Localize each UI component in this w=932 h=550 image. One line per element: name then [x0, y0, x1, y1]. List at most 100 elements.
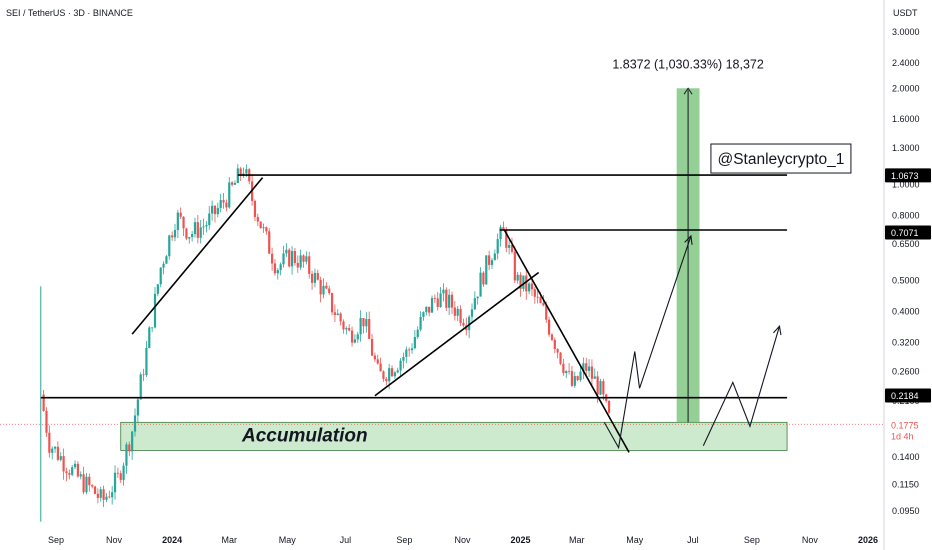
candle-body: [456, 308, 459, 316]
candle-body: [422, 312, 425, 317]
candle-body: [288, 249, 291, 267]
candle-body: [239, 168, 242, 176]
candle-body: [273, 263, 277, 274]
candle-body: [265, 227, 268, 232]
support-trendline-2024: [131, 177, 264, 335]
y-tick-label: 1.3000: [892, 143, 920, 153]
candle-body: [279, 264, 282, 271]
candle-body: [499, 227, 502, 240]
candle-body: [245, 169, 248, 174]
candle-body: [593, 376, 596, 379]
candle-body: [76, 463, 79, 477]
y-tick-label: 0.1400: [892, 452, 920, 462]
candle-body: [102, 489, 105, 500]
candle-body: [450, 294, 454, 308]
candle-body: [516, 274, 519, 281]
candle-body: [505, 229, 508, 248]
projection-up-arrow: [603, 235, 692, 450]
candle-body: [199, 227, 202, 238]
candle-body: [105, 496, 108, 500]
candle-body: [211, 205, 214, 214]
candle-body: [145, 347, 148, 376]
candle-body: [342, 321, 345, 330]
candle-body: [293, 251, 297, 263]
candle-body: [142, 374, 145, 376]
candle-body: [359, 318, 362, 335]
candle-body: [119, 473, 122, 480]
candle-body: [228, 182, 231, 208]
candle-body: [436, 298, 439, 308]
candle-body: [176, 212, 179, 230]
candle-body: [542, 302, 545, 306]
candle-body: [91, 485, 94, 487]
projection-up-arrow-head: [684, 234, 693, 245]
candle-countdown-label: 1d 4h: [891, 431, 914, 441]
projection-right-arrow-head: [773, 324, 782, 336]
candle-body: [525, 275, 528, 292]
candle-body: [185, 228, 188, 239]
candle-body: [153, 293, 157, 328]
candle-body: [565, 370, 568, 374]
x-tick-label: Sep: [396, 535, 412, 545]
candle-body: [182, 216, 185, 229]
candle-body: [325, 285, 328, 289]
candle-body: [270, 253, 274, 264]
candle-body: [579, 371, 582, 381]
candle-body: [402, 356, 405, 361]
candle-body: [408, 349, 411, 351]
candle-body: [285, 249, 288, 254]
x-tick-label: 2026: [858, 535, 878, 545]
candle-body: [388, 368, 391, 382]
candle-body: [56, 446, 60, 460]
candle-body: [111, 492, 114, 498]
candle-body: [316, 272, 319, 280]
candle-body: [502, 227, 505, 230]
candle-body: [128, 444, 131, 452]
candle-body: [159, 267, 162, 285]
candle-body: [305, 256, 308, 262]
candle-body: [330, 293, 334, 313]
candle-body: [602, 381, 605, 395]
y-tick-label: 2.0000: [892, 83, 920, 93]
y-tick-label: 0.2600: [892, 366, 920, 376]
candle-body: [308, 256, 311, 274]
candle-body: [485, 255, 488, 285]
candle-body: [231, 182, 234, 185]
candle-body: [71, 467, 74, 475]
candle-body: [379, 363, 382, 372]
candle-body: [45, 410, 48, 433]
candle-body: [548, 319, 551, 335]
candle-body: [550, 334, 554, 340]
currency-label: USDT: [893, 8, 918, 18]
candle-body: [233, 183, 237, 185]
candle-body: [536, 296, 539, 298]
candle-body: [73, 463, 77, 468]
candle-body: [96, 493, 99, 498]
candle-body: [556, 349, 559, 353]
y-tick-label: 0.3200: [892, 338, 920, 348]
candle-body: [62, 456, 65, 472]
candle-body: [319, 279, 322, 295]
x-tick-label: Jul: [340, 535, 352, 545]
candle-body: [348, 328, 351, 331]
candle-body: [476, 296, 479, 299]
candle-body: [533, 289, 536, 297]
candle-body: [376, 359, 379, 364]
candle-body: [479, 272, 482, 297]
candle-body: [290, 251, 294, 267]
candle-body: [368, 318, 371, 339]
candle-body: [410, 348, 414, 351]
candle-body: [59, 456, 62, 460]
candle-body: [93, 486, 97, 494]
candle-body: [488, 255, 491, 265]
candle-body: [530, 283, 534, 290]
candle-body: [416, 329, 419, 338]
x-tick-label: Nov: [802, 535, 819, 545]
candle-body: [425, 306, 428, 313]
y-tick-label: 1.0000: [892, 179, 920, 189]
candle-body: [453, 307, 456, 316]
zone-accumulation: [120, 421, 788, 451]
candle-body: [428, 306, 431, 313]
candle-body: [353, 339, 357, 343]
